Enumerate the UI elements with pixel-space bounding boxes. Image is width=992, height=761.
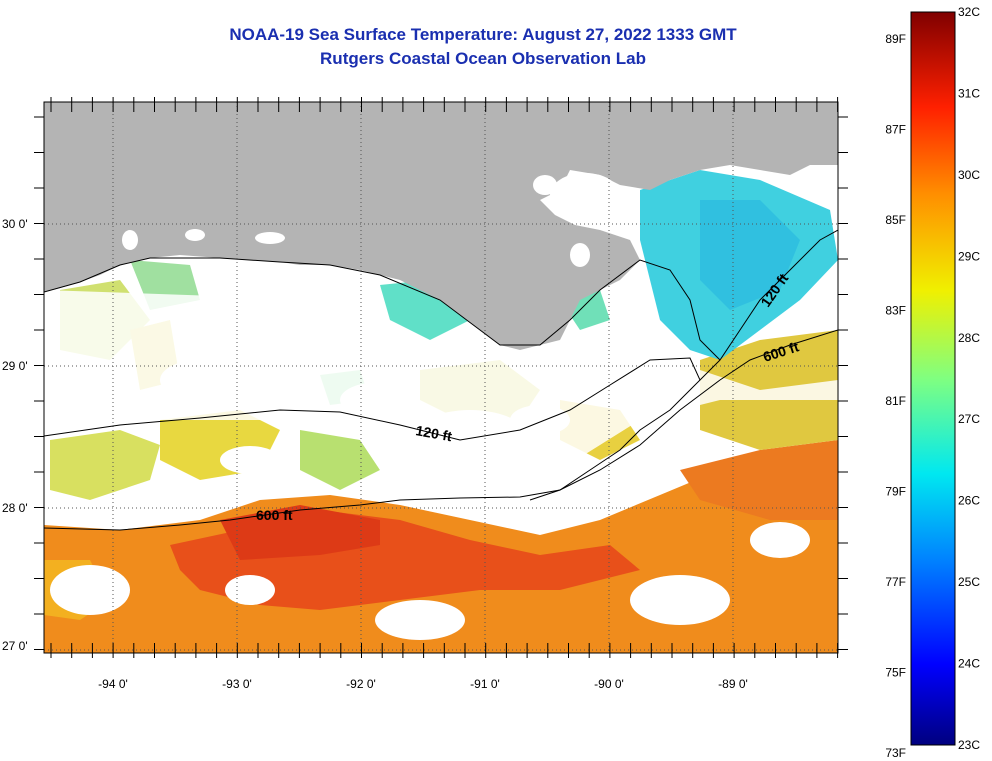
bathymetry-contours [44, 229, 838, 531]
colorbar-fahrenheit-label: 85F [885, 213, 906, 227]
contour-label-600ft: 600 ft [256, 507, 293, 523]
map-title: NOAA-19 Sea Surface Temperature: August … [229, 25, 737, 44]
longitude-labels: -94 0' -93 0' -92 0' -91 0' -90 0' -89 0… [98, 677, 748, 691]
colorbar-fahrenheit-label: 77F [885, 575, 906, 589]
lat-label: 29 0' [2, 359, 28, 373]
colorbar-fahrenheit-label: 89F [885, 32, 906, 46]
colorbar-fahrenheit-label: 79F [885, 485, 906, 499]
colorbar-celsius-label: 24C [958, 657, 980, 671]
colorbar: 89F 87F 85F 83F 81F 79F 77F 75F 73F 32C 31C 30C 29C… [885, 5, 980, 760]
latitude-labels: 30 0' 29 0' 28 0' 27 0' [2, 217, 28, 653]
lat-label: 30 0' [2, 217, 28, 231]
colorbar-fahrenheit-label: 83F [885, 304, 906, 318]
colorbar-fahrenheit-label: 73F [885, 746, 906, 760]
colorbar-celsius-label: 30C [958, 168, 980, 182]
lon-label: -93 0' [222, 677, 252, 691]
contour-120ft-east [699, 229, 838, 381]
colorbar-celsius-label: 32C [958, 5, 980, 19]
lakes [122, 173, 620, 267]
map-subtitle: Rutgers Coastal Ocean Observation Lab [320, 49, 646, 68]
lon-label: -90 0' [594, 677, 624, 691]
colorbar-fahrenheit-label: 81F [885, 394, 906, 408]
colorbar-fahrenheit-label: 87F [885, 123, 906, 137]
contour-120ft [44, 357, 701, 501]
lat-label: 28 0' [2, 501, 28, 515]
contour-600ft [44, 329, 838, 531]
colorbar-celsius-label: 28C [958, 331, 980, 345]
land-mass [44, 102, 838, 350]
lat-label: 27 0' [2, 639, 28, 653]
contour-label-120ft: 120 ft [414, 422, 453, 444]
colorbar-scale [910, 11, 956, 746]
colorbar-celsius-label: 27C [958, 412, 980, 426]
lon-label: -91 0' [470, 677, 500, 691]
colorbar-celsius-label: 31C [958, 86, 980, 100]
grid [44, 102, 838, 653]
colorbar-celsius-labels: 32C 31C 30C 29C 28C 27C 26C 25C 24C 23C [958, 5, 980, 752]
colorbar-fahrenheit-label: 75F [885, 666, 906, 680]
colorbar-celsius-label: 29C [958, 249, 980, 263]
lon-label: -92 0' [346, 677, 376, 691]
colorbar-celsius-label: 23C [958, 738, 980, 752]
colorbar-celsius-label: 26C [958, 494, 980, 508]
plot-frame [43, 101, 839, 654]
tick-marks [34, 97, 848, 658]
colorbar-fahrenheit-labels: 89F 87F 85F 83F 81F 79F 77F 75F 73F [885, 32, 906, 760]
lon-label: -89 0' [718, 677, 748, 691]
colorbar-celsius-label: 25C [958, 575, 980, 589]
map-plot-area: 120 ft 120 ft 600 ft 600 ft [44, 102, 838, 653]
cloud-mask [44, 290, 838, 640]
lon-label: -94 0' [98, 677, 128, 691]
